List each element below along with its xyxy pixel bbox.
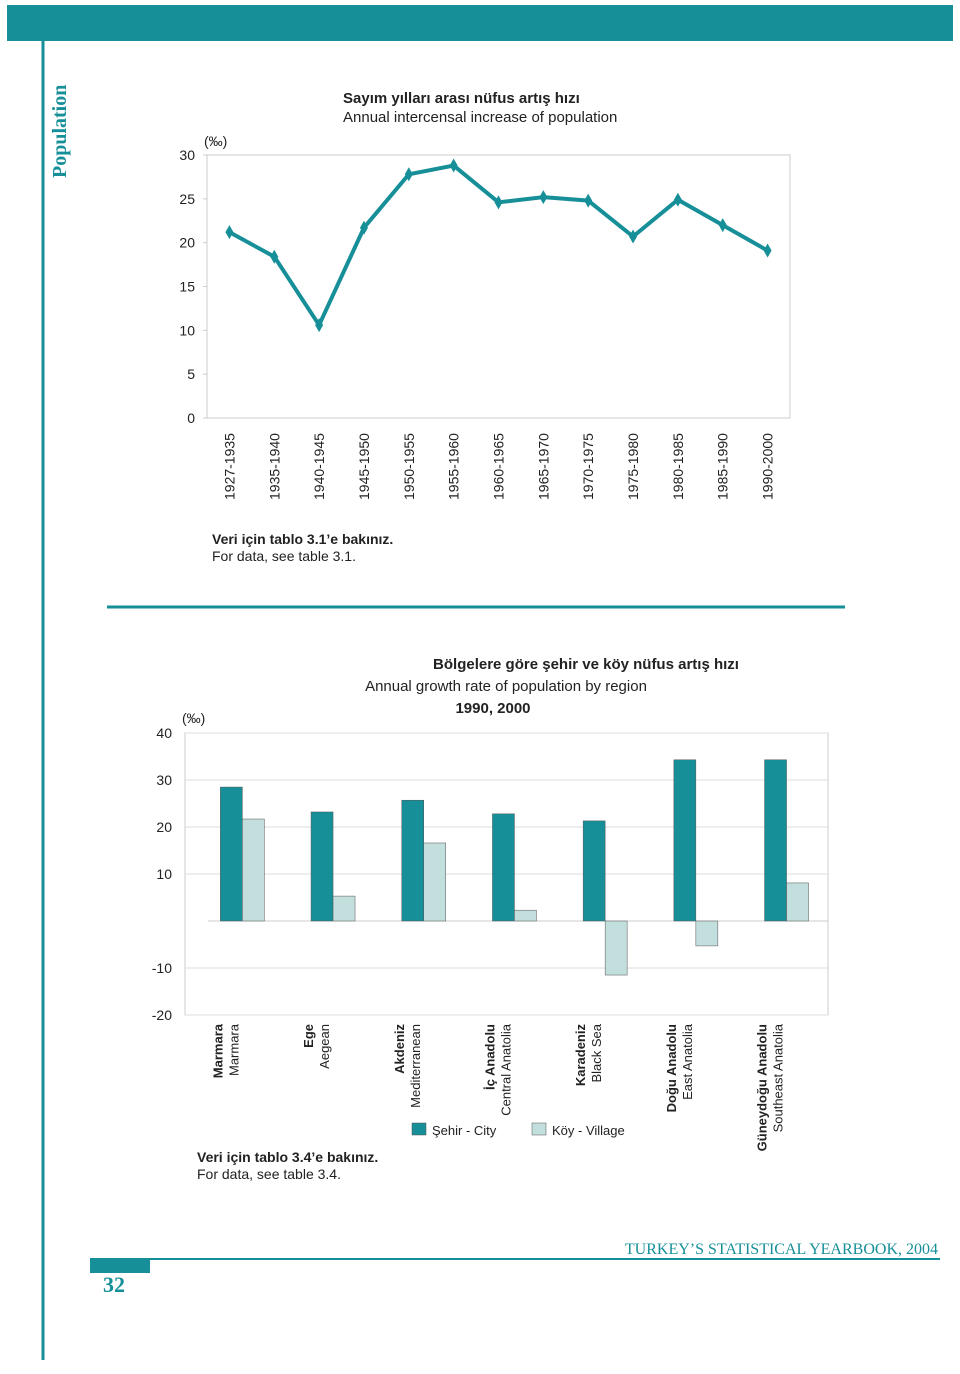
y-tick-label: 20 — [179, 235, 195, 251]
bar — [514, 909, 537, 922]
footer-block — [90, 1260, 150, 1273]
bar — [673, 759, 697, 922]
marker — [404, 167, 413, 182]
x-tick-label: Karadeniz — [573, 1024, 588, 1087]
marker — [359, 220, 368, 235]
bar — [786, 882, 809, 922]
bar — [695, 920, 719, 947]
y-tick-label: 30 — [156, 772, 172, 788]
x-tick-label: 1970-1975 — [580, 433, 596, 500]
top-band — [7, 5, 953, 41]
y-tick-label: -20 — [152, 1007, 172, 1023]
marker — [763, 243, 772, 258]
x-tick-label: Ege — [301, 1024, 316, 1048]
y-tick-label: 40 — [156, 725, 172, 741]
marker — [315, 318, 324, 333]
legend-label: Köy - Village — [552, 1123, 625, 1138]
marker — [629, 229, 638, 244]
marker — [225, 225, 234, 240]
bar — [310, 811, 334, 922]
y-label: (‰) — [204, 133, 227, 149]
bar — [401, 799, 424, 922]
y-tick-label: 10 — [156, 866, 172, 882]
x-tick-label-en: East Anatolia — [680, 1023, 695, 1100]
y-tick-label: 20 — [156, 819, 172, 835]
footer-title: TURKEY’S STATISTICAL YEARBOOK, 2004 — [625, 1241, 938, 1258]
bar — [242, 818, 265, 922]
x-tick-label-en: Central Anatolia — [498, 1023, 513, 1116]
bar — [492, 813, 515, 922]
x-tick-label-en: Aegean — [317, 1024, 332, 1069]
x-tick-label: 1985-1990 — [715, 433, 731, 500]
chart-title: Sayım yılları arası nüfus artış hızı — [343, 90, 580, 107]
x-tick-label: Akdeniz — [392, 1024, 407, 1074]
y-tick-label: 25 — [179, 191, 195, 207]
x-tick-label-en: Mediterranean — [408, 1024, 423, 1108]
y-tick-label: 0 — [187, 410, 195, 426]
y-tick-label: -10 — [152, 960, 172, 976]
x-tick-label: Güneydoğu Anadolu — [755, 1024, 770, 1151]
x-tick-label: 1940-1945 — [311, 433, 327, 500]
legend-swatch — [531, 1122, 547, 1136]
x-tick-label: 1990-2000 — [760, 433, 776, 500]
bar — [582, 820, 606, 922]
y-label: (‰) — [182, 710, 205, 726]
x-tick-label-en: Southeast Anatolia — [771, 1023, 786, 1132]
x-tick-label: Doğu Anadolu — [664, 1024, 679, 1112]
x-tick-label: 1927-1935 — [221, 433, 237, 500]
legend-label: Şehir - City — [432, 1123, 497, 1138]
note: Veri için tablo 3.1’e bakınız. — [212, 531, 393, 547]
y-tick-label: 30 — [179, 147, 195, 163]
x-tick-label: 1950-1955 — [401, 433, 417, 500]
marker — [584, 193, 593, 208]
x-tick-label: 1975-1980 — [625, 433, 641, 500]
note: Veri için tablo 3.4’e bakınız. — [197, 1149, 378, 1165]
note-en: For data, see table 3.4. — [197, 1166, 341, 1182]
x-tick-label: 1935-1940 — [266, 433, 282, 500]
page-number: 32 — [103, 1272, 125, 1297]
marker — [718, 218, 727, 233]
x-tick-label-en: Marmara — [226, 1023, 241, 1076]
x-tick-label: 1965-1970 — [535, 433, 551, 500]
y-tick-label: 15 — [179, 279, 195, 295]
x-tick-label: Marmara — [210, 1023, 225, 1078]
marker — [673, 192, 682, 207]
y-tick-label: 5 — [187, 366, 195, 382]
marker — [539, 190, 548, 205]
chart-years: 1990, 2000 — [455, 700, 530, 717]
x-tick-label: 1960-1965 — [491, 433, 507, 500]
note-en: For data, see table 3.1. — [212, 548, 356, 564]
section-title: Population — [49, 85, 71, 178]
x-tick-label-en: Black Sea — [589, 1023, 604, 1082]
chart-title: Bölgelere göre şehir ve köy nüfus artış … — [433, 656, 739, 673]
line — [228, 163, 769, 330]
bar — [220, 786, 243, 922]
bar — [423, 842, 446, 922]
x-tick-label: 1980-1985 — [670, 433, 686, 500]
bar — [332, 895, 356, 922]
bar — [764, 759, 787, 922]
marker — [270, 249, 279, 264]
chart-subtitle: Annual intercensal increase of populatio… — [343, 109, 617, 126]
marker — [494, 195, 503, 210]
chart-subtitle: Annual growth rate of population by regi… — [365, 678, 647, 695]
x-tick-label: 1955-1960 — [446, 433, 462, 500]
x-tick-label: İç Anadolu — [482, 1024, 497, 1090]
legend-swatch — [411, 1122, 427, 1136]
bar — [604, 920, 628, 976]
y-tick-label: 10 — [179, 322, 195, 338]
x-tick-label: 1945-1950 — [356, 433, 372, 500]
marker — [449, 158, 458, 173]
